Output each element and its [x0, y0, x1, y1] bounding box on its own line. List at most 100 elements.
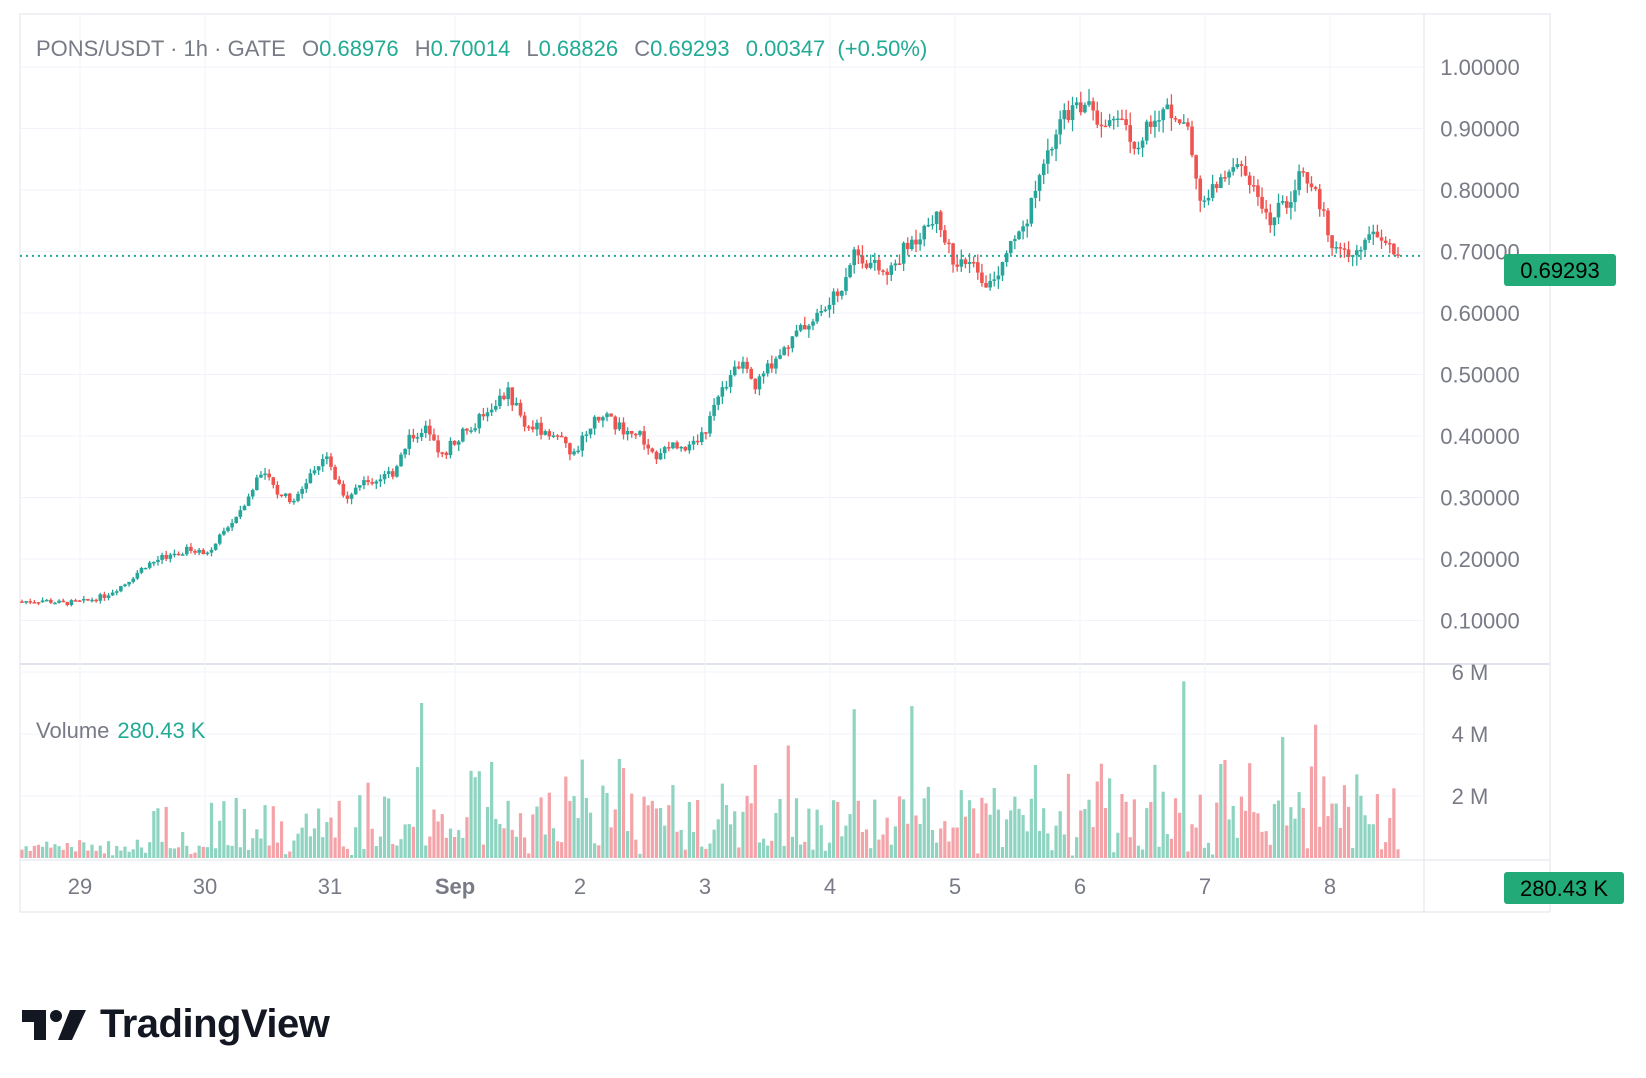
volume-bar — [209, 802, 214, 858]
volume-bar — [279, 821, 284, 858]
candle-up — [489, 409, 494, 413]
volume-tick-label: 6 M — [1452, 660, 1489, 685]
candle-down — [802, 324, 807, 330]
candle-down — [1128, 125, 1133, 142]
candle-up — [1017, 231, 1021, 240]
volume-bar — [1153, 764, 1157, 858]
tradingview-logo[interactable]: TradingView — [22, 1002, 330, 1047]
symbol-label[interactable]: PONS/USDT — [36, 36, 164, 61]
volume-bar — [700, 846, 704, 858]
volume-bar — [980, 797, 984, 858]
candle-up — [926, 224, 931, 227]
volume-bar — [527, 853, 531, 858]
volume-bar — [473, 777, 477, 858]
tradingview-wordmark: TradingView — [100, 1002, 330, 1046]
candle-up — [959, 259, 964, 267]
volume-bar — [123, 846, 127, 858]
candle-down — [905, 242, 910, 250]
volume-bar — [222, 801, 226, 858]
candle-down — [1190, 126, 1194, 156]
volume-bar — [1285, 825, 1289, 858]
volume-bar — [1066, 773, 1071, 858]
volume-bar — [638, 853, 642, 858]
volume-bar — [337, 800, 341, 858]
volume-axis[interactable]: 6 M 4 M 2 M — [1452, 660, 1489, 809]
volume-bar — [82, 842, 86, 858]
volume-bar — [168, 848, 172, 858]
volume-bar — [321, 837, 325, 858]
volume-bar — [296, 833, 300, 858]
candle-down — [675, 442, 679, 449]
candle-up — [852, 249, 856, 266]
candle-up — [844, 277, 848, 291]
candle-up — [761, 373, 766, 377]
volume-bar — [362, 849, 366, 858]
candle-up — [811, 321, 815, 326]
candle-down — [613, 416, 618, 430]
volume-tick-label: 2 M — [1452, 784, 1489, 809]
candle-down — [1383, 240, 1388, 244]
volume-bar — [996, 809, 1000, 858]
candle-down — [856, 249, 861, 256]
volume-bar — [1355, 774, 1359, 858]
volume-bar — [119, 850, 123, 858]
candle-up — [209, 549, 214, 553]
volume-bar — [1322, 776, 1326, 858]
candle-up — [728, 375, 733, 387]
candle-down — [436, 440, 440, 453]
volume-bar — [1120, 794, 1124, 858]
candle-up — [477, 414, 482, 429]
volume-bar — [477, 771, 481, 858]
candle-down — [102, 594, 107, 598]
volume-bar — [1326, 816, 1330, 858]
candle-up — [119, 586, 123, 592]
volume-bar — [20, 849, 24, 858]
candle-up — [399, 454, 403, 467]
candle-up — [815, 312, 819, 322]
volume-bar — [115, 845, 119, 858]
candle-up — [44, 599, 49, 602]
volume-bar — [803, 841, 807, 858]
candle-up — [1046, 150, 1050, 164]
candle-up — [1004, 253, 1009, 263]
candle-up — [250, 490, 255, 497]
volume-bar — [226, 845, 230, 858]
volume-bar — [671, 785, 675, 858]
price-tick-label: 0.40000 — [1440, 424, 1520, 449]
candle-up — [988, 280, 992, 288]
candle-down — [1247, 175, 1252, 186]
candle-up — [263, 473, 267, 476]
volume-bar — [1070, 855, 1075, 858]
candle-down — [201, 549, 206, 555]
candle-up — [168, 554, 173, 559]
candle-up — [679, 446, 683, 449]
volume-bar — [1330, 803, 1334, 858]
interval-label[interactable]: 1h — [183, 36, 209, 61]
candle-up — [485, 412, 490, 417]
volume-bar — [799, 844, 803, 858]
candle-up — [1062, 110, 1067, 120]
change-percent: (+0.50%) — [837, 36, 928, 61]
volume-bar — [790, 836, 794, 858]
volume-bar — [906, 823, 910, 858]
price-axis[interactable]: 1.000000.900000.800000.700000.600000.500… — [1440, 55, 1520, 634]
volume-bar — [164, 806, 168, 858]
candle-up — [226, 527, 230, 531]
candle-up — [819, 311, 824, 313]
time-axis[interactable]: 29 30 31 Sep 2 3 4 5 6 7 8 — [68, 874, 1336, 899]
volume-bar — [494, 818, 498, 858]
volume-bar — [893, 826, 897, 858]
volume-label[interactable]: Volume — [36, 718, 110, 743]
candle-down — [555, 435, 560, 437]
candle-down — [963, 259, 968, 265]
volume-bar — [214, 848, 218, 858]
candle-down — [1194, 155, 1198, 179]
volume-bar — [704, 848, 708, 858]
volume-bar — [1392, 788, 1396, 858]
volume-bar — [1062, 834, 1066, 858]
candle-up — [349, 494, 354, 499]
volume-bar — [469, 770, 473, 858]
candle-up — [1165, 104, 1170, 110]
candle-down — [547, 431, 552, 437]
